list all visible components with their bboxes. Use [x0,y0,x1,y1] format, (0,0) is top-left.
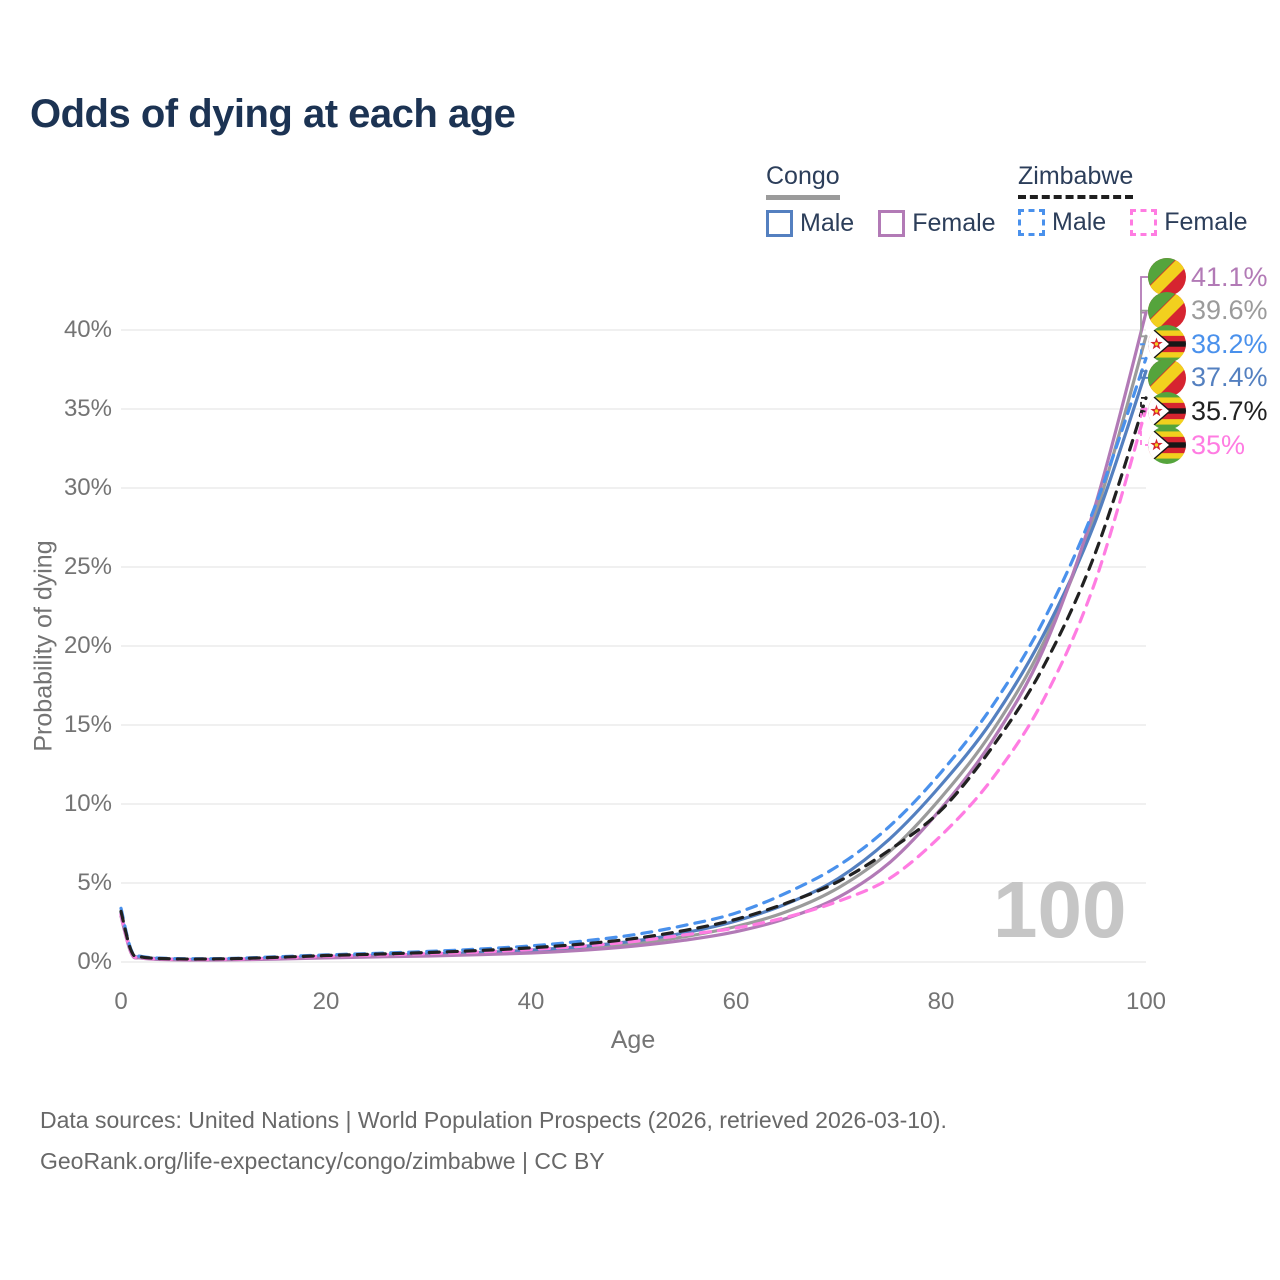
legend-item-zimbabwe-male-label: Male [1052,208,1107,236]
y-tick-label: 5% [77,869,112,896]
legend-header-congo[interactable]: Congo [766,162,840,200]
end-label-connector [1140,309,1148,338]
x-tick-label: 60 [722,988,750,1015]
zimbabwe-male-swatch-icon [1018,209,1045,236]
end-label-connector [1140,343,1148,360]
legend-group-congo: Congo Male Female [766,162,996,238]
end-label-value: 39.6% [1191,295,1268,326]
legend-item-congo-male-label: Male [800,209,855,237]
y-tick-label: 0% [77,948,112,975]
y-tick-label: 10% [63,790,112,817]
x-tick-label: 80 [927,988,955,1015]
x-axis-title: Age [610,1026,656,1054]
y-tick-label: 20% [63,632,112,659]
zimbabwe-flag-icon [1148,426,1186,464]
x-tick-label: 100 [1125,988,1167,1015]
y-tick-label: 40% [63,316,112,343]
legend-item-zimbabwe-female[interactable]: Female [1130,208,1248,237]
end-label-value: 35% [1191,429,1246,460]
legend-item-congo-female[interactable]: Female [878,209,996,238]
zimbabwe-flag-icon [1148,325,1186,364]
congo-flag-icon [1148,358,1186,397]
congo-flag-icon [1148,291,1186,330]
x-tick-label: 20 [312,988,340,1015]
end-label-value: 41.1% [1191,261,1268,292]
end-label-connector [1140,276,1148,314]
legend-header-zimbabwe[interactable]: Zimbabwe [1018,162,1134,199]
zimbabwe-flag-icon [1148,392,1186,431]
end-label-congo-total: 39.6% [1148,291,1268,330]
age-ticker-watermark: 100 [993,865,1127,954]
end-label-value: 38.2% [1191,328,1268,359]
x-tick-label: 40 [517,988,545,1015]
end-label-congo-male: 37.4% [1148,358,1268,397]
end-label-zimbabwe-female: 35% [1148,426,1245,464]
end-label-value: 37.4% [1191,362,1268,393]
end-label-connector [1140,370,1148,379]
y-tick-label: 30% [63,474,112,501]
end-label-connector [1140,397,1148,413]
zimbabwe-female-swatch-icon [1130,209,1158,236]
end-label-congo-female: 41.1% [1148,258,1268,296]
legend-group-zimbabwe: Zimbabwe Male Female [1018,162,1248,237]
end-label-value: 35.7% [1191,395,1268,426]
y-tick-label: 15% [63,711,112,738]
footer-data-sources: Data sources: United Nations | World Pop… [40,1107,947,1133]
congo-male-swatch-icon [766,210,793,237]
series-line-congo-female [119,311,1148,962]
footer: Data sources: United Nations | World Pop… [40,1100,947,1182]
end-label-zimbabwe-total: 35.7% [1148,392,1268,431]
footer-attribution[interactable]: GeoRank.org/life-expectancy/congo/zimbab… [40,1148,605,1174]
y-tick-label: 25% [63,553,112,580]
legend-item-zimbabwe-male[interactable]: Male [1018,208,1106,237]
legend-items-congo: Male Female [766,209,996,238]
end-label-connector [1140,408,1148,446]
legend-item-zimbabwe-female-label: Female [1164,208,1248,236]
legend-item-congo-male[interactable]: Male [766,209,854,238]
legend-items-zimbabwe: Male Female [1018,208,1248,237]
y-tick-label: 35% [63,395,112,422]
legend-item-congo-female-label: Female [912,209,996,237]
x-tick-label: 0 [114,988,128,1015]
congo-female-swatch-icon [878,210,906,237]
page-title: Odds of dying at each age [30,92,516,136]
congo-flag-icon [1148,258,1186,296]
end-label-zimbabwe-male: 38.2% [1148,325,1268,364]
